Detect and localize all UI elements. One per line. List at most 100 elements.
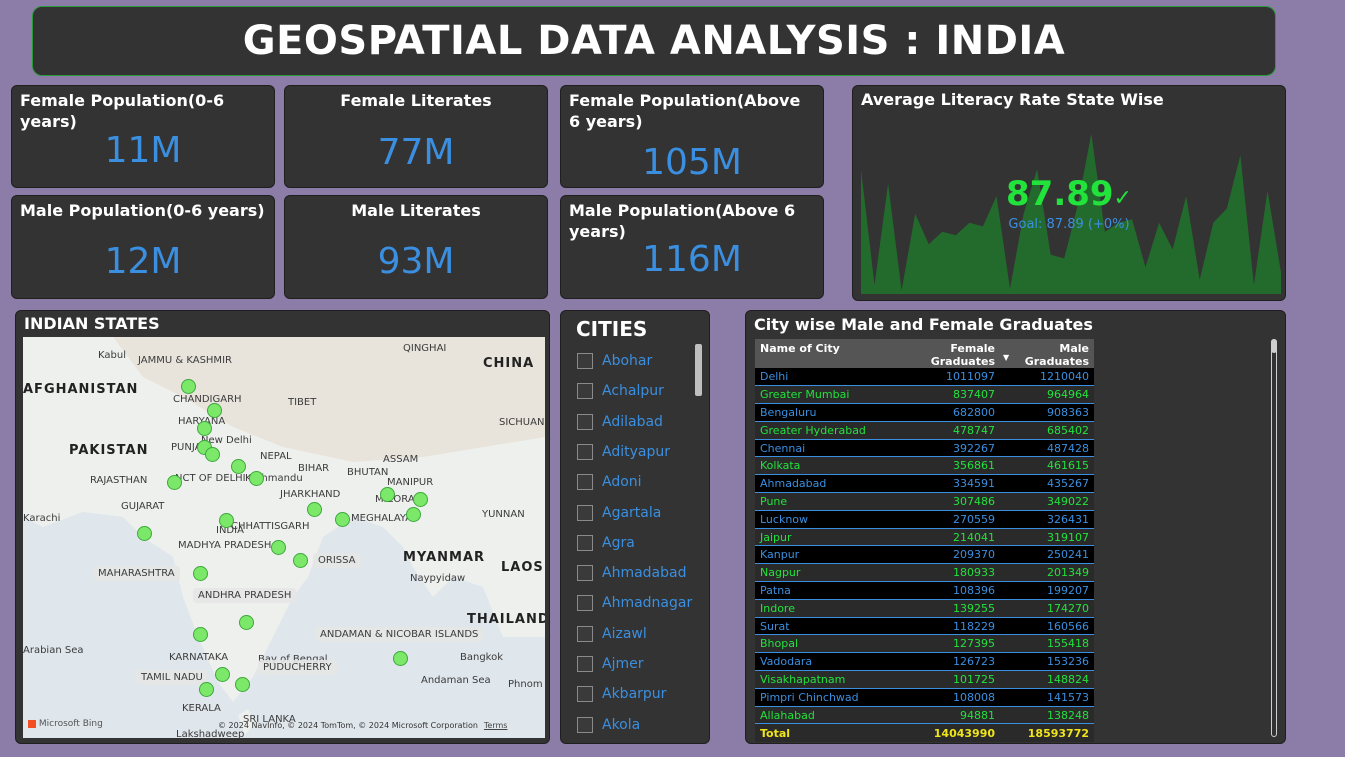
slicer-checkbox[interactable] bbox=[577, 656, 593, 672]
map-marker[interactable] bbox=[239, 615, 254, 630]
table-row[interactable]: Bengaluru 682800 908363 bbox=[755, 403, 1094, 422]
slicer-item[interactable]: Abohar bbox=[577, 351, 652, 371]
table-row[interactable]: Greater Mumbai 837407 964964 bbox=[755, 385, 1094, 405]
table-row[interactable]: Kanpur 209370 250241 bbox=[755, 545, 1094, 565]
slicer-item[interactable]: Adityapur bbox=[577, 442, 670, 462]
map-marker[interactable] bbox=[231, 459, 246, 474]
card-female-literates[interactable]: Female Literates 77M bbox=[284, 85, 548, 188]
slicer-checkbox[interactable] bbox=[577, 413, 593, 430]
slicer-scrollbar[interactable] bbox=[695, 344, 702, 396]
col-header-city[interactable]: Name of City bbox=[755, 339, 882, 368]
slicer-checkbox[interactable] bbox=[577, 353, 593, 369]
table-row[interactable]: Lucknow 270559 326431 bbox=[755, 510, 1094, 529]
map-panel[interactable]: INDIAN STATES Kabul JAMMU & KASHMIR QINGHA… bbox=[15, 310, 550, 744]
slicer-checkbox[interactable] bbox=[577, 686, 593, 703]
map-marker[interactable] bbox=[193, 627, 208, 642]
map-label: NEPAL bbox=[260, 451, 292, 462]
map-marker[interactable] bbox=[271, 540, 286, 555]
map-marker[interactable] bbox=[207, 403, 222, 418]
table-row[interactable]: Kolkata 356861 461615 bbox=[755, 456, 1094, 476]
slicer-item[interactable]: Ahmadabad bbox=[577, 563, 687, 583]
slicer-checkbox[interactable] bbox=[577, 443, 593, 460]
map-marker[interactable] bbox=[413, 492, 428, 507]
slicer-checkbox[interactable] bbox=[577, 474, 593, 491]
slicer-item[interactable]: Akbarpur bbox=[577, 684, 666, 704]
table-scrollbar[interactable] bbox=[1271, 339, 1277, 737]
cities-slicer[interactable]: CITIES Abohar Achalpur Adilabad Adityapur Ad… bbox=[560, 310, 710, 744]
table-row[interactable]: Ahmadabad 334591 435267 bbox=[755, 474, 1094, 494]
table-cell: 326431 bbox=[1000, 510, 1094, 529]
card-female-population-0-6[interactable]: Female Population(0-6 years) 11M bbox=[11, 85, 275, 188]
map-marker[interactable] bbox=[199, 682, 214, 697]
slicer-checkbox[interactable] bbox=[577, 534, 593, 551]
table-row[interactable]: Indore 139255 174270 bbox=[755, 599, 1094, 618]
map-marker[interactable] bbox=[137, 526, 152, 541]
slicer-checkbox[interactable] bbox=[577, 716, 593, 733]
col-header-male[interactable]: Male Graduates ▼ bbox=[1000, 339, 1094, 368]
map-marker[interactable] bbox=[197, 421, 212, 436]
map-marker[interactable] bbox=[219, 513, 234, 528]
table-row[interactable]: Visakhapatnam 101725 148824 bbox=[755, 670, 1094, 689]
map-label: MAHARASHTRA bbox=[93, 566, 180, 581]
graduates-table-panel[interactable]: City wise Male and Female Graduates Name… bbox=[745, 310, 1286, 744]
table-row[interactable]: Jaipur 214041 319107 bbox=[755, 528, 1094, 547]
table-row[interactable]: Allahabad 94881 138248 bbox=[755, 706, 1094, 725]
map-label: JHARKHAND bbox=[280, 489, 341, 500]
map-marker[interactable] bbox=[215, 667, 230, 682]
slicer-item[interactable]: Achalpur bbox=[577, 381, 664, 401]
map-marker[interactable] bbox=[406, 507, 421, 522]
card-male-population-above-6[interactable]: Male Population(Above 6 years) 116M bbox=[560, 195, 824, 299]
slicer-checkbox[interactable] bbox=[577, 383, 593, 400]
map-marker[interactable] bbox=[393, 651, 408, 666]
slicer-item[interactable]: Adoni bbox=[577, 472, 642, 492]
map-marker[interactable] bbox=[249, 471, 264, 486]
terms-link[interactable]: Terms bbox=[483, 721, 508, 730]
table-row[interactable]: Nagpur 180933 201349 bbox=[755, 563, 1094, 583]
slicer-checkbox[interactable] bbox=[577, 565, 593, 582]
literacy-area-chart bbox=[861, 133, 1281, 294]
slicer-item[interactable]: Ahmadnagar bbox=[577, 593, 692, 613]
table-row[interactable]: Chennai 392267 487428 bbox=[755, 439, 1094, 458]
slicer-checkbox[interactable] bbox=[577, 504, 593, 521]
slicer-item[interactable]: Agra bbox=[577, 533, 635, 553]
table-row[interactable]: Pune 307486 349022 bbox=[755, 492, 1094, 511]
table-row[interactable]: Vadodara 126723 153236 bbox=[755, 652, 1094, 672]
slicer-item[interactable]: Akola bbox=[577, 715, 640, 735]
slicer-checkbox[interactable] bbox=[577, 595, 593, 612]
slicer-item[interactable]: Adilabad bbox=[577, 412, 663, 432]
table-row[interactable]: Greater Hyderabad 478747 685402 bbox=[755, 421, 1094, 440]
card-male-literates[interactable]: Male Literates 93M bbox=[284, 195, 548, 299]
table-row[interactable]: Surat 118229 160566 bbox=[755, 617, 1094, 636]
table-row[interactable]: Pimpri Chinchwad 108008 141573 bbox=[755, 688, 1094, 707]
card-female-population-above-6[interactable]: Female Population(Above 6 years) 105M bbox=[560, 85, 824, 188]
slicer-item-label: Adoni bbox=[602, 474, 642, 491]
map-marker[interactable] bbox=[235, 677, 250, 692]
map-label: ANDAMAN & NICOBAR ISLANDS bbox=[315, 627, 484, 642]
map-marker[interactable] bbox=[205, 447, 220, 462]
bing-logo-icon bbox=[28, 719, 36, 728]
slicer-item[interactable]: Ajmer bbox=[577, 654, 643, 674]
table-cell: 964964 bbox=[1000, 385, 1094, 405]
kpi-value-row: 87.89✓ bbox=[853, 174, 1285, 214]
slicer-item[interactable]: Aizawl bbox=[577, 624, 647, 644]
table-cell: 155418 bbox=[1000, 634, 1094, 654]
table-cell: 349022 bbox=[1000, 492, 1094, 511]
map-marker[interactable] bbox=[307, 502, 322, 517]
map-marker[interactable] bbox=[193, 566, 208, 581]
map-marker[interactable] bbox=[181, 379, 196, 394]
card-male-population-0-6[interactable]: Male Population(0-6 years) 12M bbox=[11, 195, 275, 299]
map-marker[interactable] bbox=[380, 487, 395, 502]
table-scrollbar-thumb[interactable] bbox=[1271, 339, 1277, 353]
kpi-literacy-panel[interactable]: Average Literacy Rate State Wise 87.89✓ … bbox=[852, 85, 1286, 301]
map-marker[interactable] bbox=[167, 475, 182, 490]
table-cell: 319107 bbox=[1000, 528, 1094, 547]
table-row[interactable]: Delhi 1011097 1210040 bbox=[755, 368, 1094, 387]
map-marker[interactable] bbox=[335, 512, 350, 527]
table-row[interactable]: Bhopal 127395 155418 bbox=[755, 634, 1094, 654]
map-marker[interactable] bbox=[293, 553, 308, 568]
table-row[interactable]: Patna 108396 199207 bbox=[755, 581, 1094, 600]
india-map[interactable]: Kabul JAMMU & KASHMIR QINGHAI CHINA AFGHANIS… bbox=[23, 337, 545, 738]
slicer-item[interactable]: Agartala bbox=[577, 503, 661, 523]
slicer-checkbox[interactable] bbox=[577, 625, 593, 642]
col-header-female[interactable]: Female Graduates bbox=[882, 339, 1000, 368]
